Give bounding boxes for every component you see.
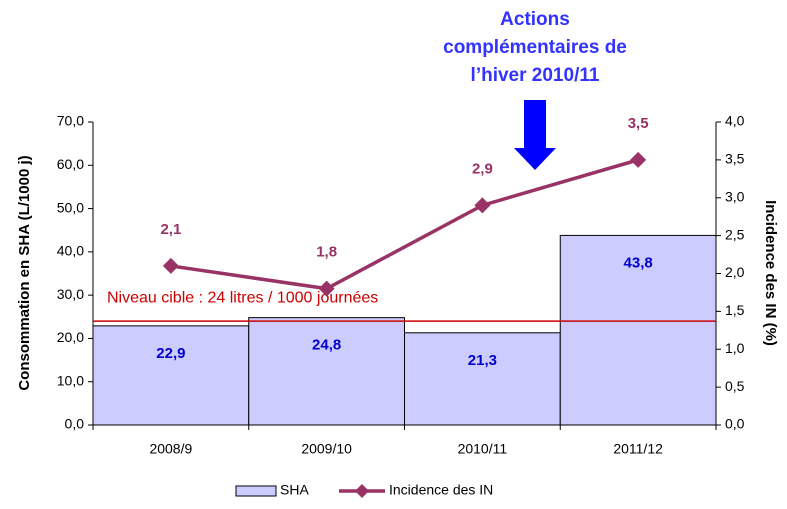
annotation-arrow: [514, 100, 556, 170]
line-marker: [474, 197, 491, 214]
bar: [559, 234, 717, 426]
x-tick-label: 2010/11: [458, 441, 508, 457]
x-tick-label: 2008/9: [149, 441, 192, 457]
bar: [248, 317, 405, 426]
legend-label: Incidence des IN: [389, 482, 493, 498]
x-tick-label: 2011/12: [613, 441, 663, 457]
y2-tick-label: 1,0: [725, 340, 745, 356]
legend-label: SHA: [280, 482, 309, 498]
line-marker: [162, 257, 179, 274]
y-tick-label: 50,0: [57, 199, 84, 215]
legend-marker: [355, 484, 369, 498]
bar-value-label: 43,8: [624, 254, 653, 271]
y2-tick-label: 3,0: [725, 188, 745, 204]
y2-tick-label: 3,5: [725, 151, 745, 167]
line-value-label: 3,5: [628, 115, 649, 132]
line-value-label: 1,8: [316, 244, 337, 261]
legend-swatch: [235, 485, 277, 497]
y-tick-label: 60,0: [57, 156, 84, 172]
annotation: complémentaires de: [443, 37, 627, 58]
annotation: l’hiver 2010/11: [471, 65, 600, 86]
y2-tick-label: 0,5: [725, 378, 745, 394]
y-tick-label: 20,0: [57, 329, 84, 345]
bar: [92, 325, 250, 426]
bar-value-label: 21,3: [468, 352, 497, 369]
line-value-label: 2,9: [472, 160, 493, 177]
y-tick-label: 30,0: [57, 286, 84, 302]
x-tick-label: 2009/10: [301, 441, 352, 457]
y-tick-label: 40,0: [57, 243, 84, 259]
line-marker: [318, 280, 335, 297]
y2-tick-label: 2,0: [725, 264, 745, 280]
y2-tick-label: 2,5: [725, 226, 745, 242]
reference-line-label: Niveau cible : 24 litres / 1000 journées: [107, 289, 378, 306]
y-axis-title: Consommation en SHA (L/1000 j): [16, 155, 33, 390]
y2-tick-label: 1,5: [725, 302, 745, 318]
bar: [404, 332, 561, 426]
y-tick-label: 70,0: [57, 113, 84, 129]
y2-tick-label: 4,0: [725, 113, 745, 129]
y-tick-label: 0,0: [65, 416, 85, 432]
annotation: Actions: [500, 9, 570, 30]
line-marker: [630, 151, 647, 168]
y-tick-label: 10,0: [57, 372, 84, 388]
y2-axis-title: Incidence des IN (%): [762, 200, 779, 346]
line: [170, 158, 639, 291]
line-value-label: 2,1: [160, 221, 181, 238]
bar-value-label: 24,8: [312, 337, 341, 354]
y2-tick-label: 0,0: [725, 416, 745, 432]
bar-value-label: 22,9: [156, 345, 185, 362]
